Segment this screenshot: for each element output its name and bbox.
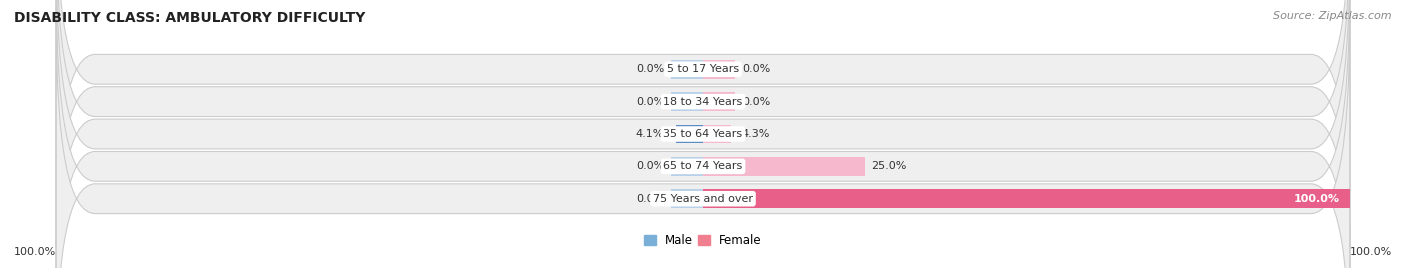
- Text: 18 to 34 Years: 18 to 34 Years: [664, 97, 742, 107]
- Bar: [671, 60, 703, 79]
- Text: 5 to 17 Years: 5 to 17 Years: [666, 64, 740, 74]
- Bar: [671, 157, 703, 176]
- FancyBboxPatch shape: [56, 0, 1350, 248]
- Text: DISABILITY CLASS: AMBULATORY DIFFICULTY: DISABILITY CLASS: AMBULATORY DIFFICULTY: [14, 11, 366, 25]
- Text: 0.0%: 0.0%: [636, 161, 664, 171]
- Bar: [703, 92, 735, 111]
- Text: 4.3%: 4.3%: [742, 129, 770, 139]
- Text: Source: ZipAtlas.com: Source: ZipAtlas.com: [1274, 11, 1392, 21]
- Text: 0.0%: 0.0%: [742, 97, 770, 107]
- Bar: [703, 189, 1350, 208]
- Text: 0.0%: 0.0%: [636, 194, 664, 204]
- Text: 0.0%: 0.0%: [636, 64, 664, 74]
- Text: 0.0%: 0.0%: [742, 64, 770, 74]
- Bar: [703, 157, 865, 176]
- FancyBboxPatch shape: [56, 0, 1350, 268]
- Text: 100.0%: 100.0%: [14, 247, 56, 257]
- Text: 35 to 64 Years: 35 to 64 Years: [664, 129, 742, 139]
- Bar: [703, 60, 735, 79]
- Text: 4.1%: 4.1%: [636, 129, 664, 139]
- Legend: Male, Female: Male, Female: [640, 229, 766, 252]
- Text: 100.0%: 100.0%: [1294, 194, 1340, 204]
- Text: 100.0%: 100.0%: [1350, 247, 1392, 257]
- Text: 75 Years and over: 75 Years and over: [652, 194, 754, 204]
- Bar: [671, 92, 703, 111]
- FancyBboxPatch shape: [56, 20, 1350, 268]
- FancyBboxPatch shape: [56, 0, 1350, 268]
- Text: 65 to 74 Years: 65 to 74 Years: [664, 161, 742, 171]
- Bar: [703, 125, 731, 143]
- Text: 0.0%: 0.0%: [636, 97, 664, 107]
- FancyBboxPatch shape: [56, 0, 1350, 268]
- Bar: [676, 125, 703, 143]
- Bar: [671, 189, 703, 208]
- Text: 25.0%: 25.0%: [872, 161, 907, 171]
